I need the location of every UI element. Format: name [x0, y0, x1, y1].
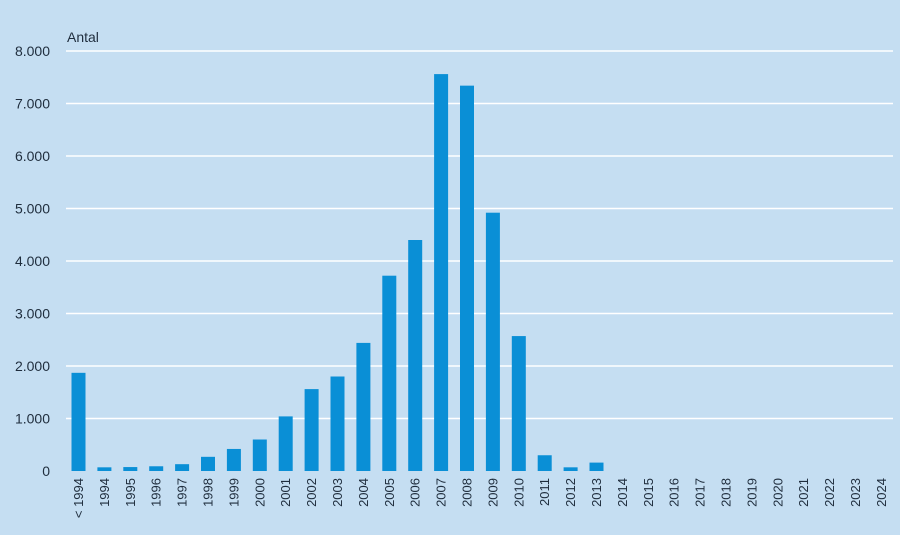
x-tick-label: 2012 [563, 478, 578, 507]
x-tick-label: 2005 [382, 478, 397, 507]
bar-2005 [382, 275, 397, 471]
bars [71, 74, 604, 472]
x-tick-label: 2020 [770, 478, 785, 507]
y-tick-label: 5.000 [15, 201, 50, 217]
bar-2009 [485, 212, 500, 471]
bar-2007 [434, 74, 449, 471]
bar-1995 [123, 467, 138, 471]
x-axis-ticks: < 1994 1994 1995 1996 1997 1998 1999 2000 2001 20… [71, 478, 889, 518]
x-tick-label: 2008 [460, 478, 475, 507]
bar-1994 [97, 467, 112, 471]
bar-2003 [330, 376, 345, 471]
gridlines [66, 50, 893, 420]
bar-1999 [226, 448, 241, 471]
bar-2011 [537, 455, 552, 471]
x-tick-label: 2017 [693, 478, 708, 507]
x-tick-label: 2011 [537, 478, 552, 506]
y-tick-label: 6.000 [15, 148, 50, 164]
y-tick-label: 7.000 [15, 96, 50, 112]
x-tick-label: 2001 [278, 478, 293, 507]
x-tick-label: 2006 [408, 478, 423, 507]
x-tick-label: 2015 [641, 478, 656, 507]
x-tick-label: 2002 [304, 478, 319, 507]
bar-2004 [356, 342, 371, 471]
y-axis-ticks: 0 1.000 2.000 3.000 4.000 5.000 6.000 7.000 8.00… [15, 43, 50, 479]
x-tick-label: 2003 [330, 478, 345, 507]
bar-2000 [252, 439, 267, 471]
bar-2001 [278, 416, 293, 471]
y-axis-label: Antal [67, 29, 99, 45]
x-tick-label: 2016 [667, 478, 682, 507]
bar-1994 [71, 372, 86, 471]
x-tick-label: 2007 [434, 478, 449, 507]
bar-2002 [304, 389, 319, 471]
bar-2006 [408, 240, 423, 471]
bar-1996 [149, 466, 164, 471]
x-tick-label: 2014 [615, 478, 630, 507]
y-tick-label: 2.000 [15, 358, 50, 374]
y-tick-label: 8.000 [15, 43, 50, 59]
x-tick-label: 2018 [719, 478, 734, 507]
bar-2008 [460, 85, 474, 472]
y-tick-label: 3.000 [15, 306, 50, 322]
bar-2013 [589, 462, 604, 471]
x-tick-label: 2013 [589, 478, 604, 507]
x-tick-label: 2021 [796, 478, 811, 507]
bar-1998 [201, 456, 215, 471]
bar-2010 [511, 336, 526, 471]
y-tick-label: 4.000 [15, 253, 50, 269]
y-tick-label: 1.000 [15, 411, 50, 427]
x-tick-label: 1998 [201, 478, 216, 507]
x-tick-label: 2019 [744, 478, 759, 507]
x-tick-label: 2022 [822, 478, 837, 507]
x-tick-label: 1999 [226, 478, 241, 507]
bar-2012 [563, 467, 578, 471]
y-tick-label: 0 [42, 463, 50, 479]
x-tick-label: 2023 [848, 478, 863, 507]
x-tick-label: 1996 [149, 478, 164, 507]
x-tick-label: 1997 [175, 478, 190, 507]
bar-1997 [175, 464, 190, 471]
x-tick-label: 1994 [97, 478, 112, 507]
x-tick-label: 2004 [356, 478, 371, 507]
x-tick-label: 1995 [123, 478, 138, 507]
x-tick-label: < 1994 [71, 478, 86, 518]
x-tick-label: 2010 [511, 478, 526, 507]
x-tick-label: 2024 [874, 478, 889, 507]
x-tick-label: 2000 [252, 478, 267, 507]
x-tick-label: 2009 [485, 478, 500, 507]
